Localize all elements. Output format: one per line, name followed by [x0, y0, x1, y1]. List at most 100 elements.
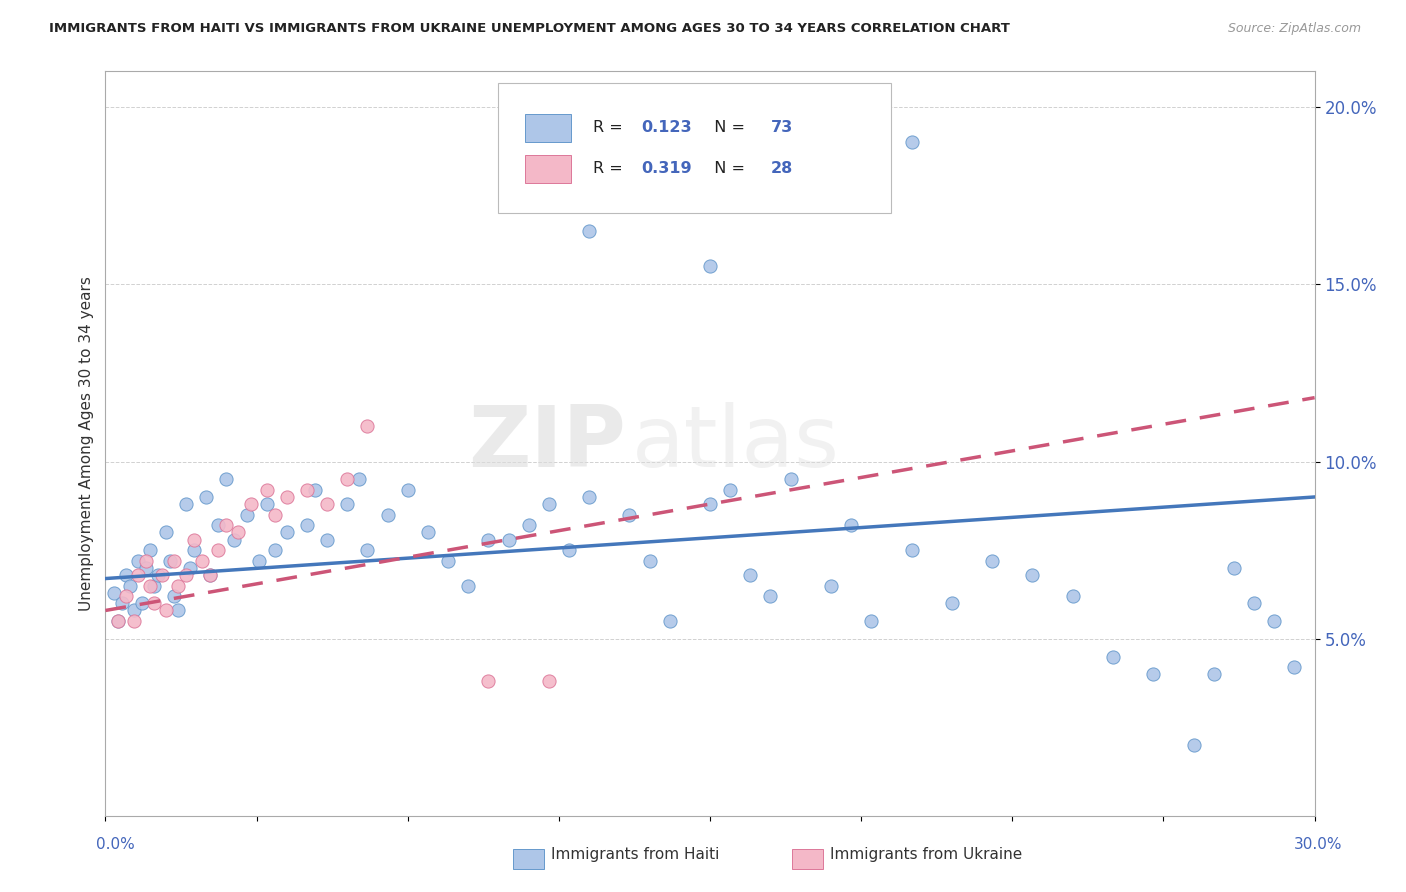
Point [135, 561, 157, 575]
Point [349, 472, 371, 486]
Point [477, 674, 499, 689]
Point [142, 579, 165, 593]
Point [142, 596, 165, 610]
Point [304, 483, 326, 497]
Point [155, 603, 177, 617]
Point [159, 554, 181, 568]
Point [457, 579, 479, 593]
Point [183, 543, 205, 558]
Point [498, 533, 520, 547]
Text: R =: R = [593, 161, 627, 176]
Point [103, 586, 125, 600]
Point [941, 596, 963, 610]
Point [759, 589, 782, 603]
Point [477, 533, 499, 547]
Point [263, 543, 285, 558]
Point [537, 674, 560, 689]
Text: Source: ZipAtlas.com: Source: ZipAtlas.com [1227, 22, 1361, 36]
Point [167, 579, 190, 593]
Point [336, 472, 359, 486]
Point [779, 472, 801, 486]
Point [179, 561, 201, 575]
Point [200, 568, 222, 582]
Point [981, 554, 1004, 568]
Text: N =: N = [704, 120, 751, 135]
Text: 28: 28 [770, 161, 793, 176]
Point [139, 579, 162, 593]
Text: 0.123: 0.123 [641, 120, 692, 135]
Point [122, 603, 145, 617]
Point [356, 543, 378, 558]
Point [558, 543, 581, 558]
Point [155, 525, 177, 540]
Point [183, 533, 205, 547]
Point [239, 497, 262, 511]
Point [1263, 614, 1285, 628]
Point [167, 603, 190, 617]
Point [247, 554, 270, 568]
Point [578, 490, 600, 504]
Point [263, 508, 285, 522]
Point [150, 568, 173, 582]
Point [200, 568, 222, 582]
Point [107, 614, 129, 628]
Text: Immigrants from Haiti: Immigrants from Haiti [551, 847, 720, 862]
Text: N =: N = [704, 161, 751, 176]
Text: atlas: atlas [631, 402, 839, 485]
Point [1182, 738, 1205, 752]
Point [207, 518, 229, 533]
Text: 0.319: 0.319 [641, 161, 692, 176]
Point [114, 568, 136, 582]
Point [860, 614, 883, 628]
Text: 30.0%: 30.0% [1295, 838, 1343, 852]
Point [718, 483, 741, 497]
Text: IMMIGRANTS FROM HAITI VS IMMIGRANTS FROM UKRAINE UNEMPLOYMENT AMONG AGES 30 TO 3: IMMIGRANTS FROM HAITI VS IMMIGRANTS FROM… [49, 22, 1010, 36]
Point [1102, 649, 1125, 664]
Point [256, 483, 278, 497]
Point [107, 614, 129, 628]
Point [146, 568, 169, 582]
Point [295, 483, 318, 497]
Point [699, 497, 721, 511]
Point [195, 490, 218, 504]
Point [517, 518, 540, 533]
Point [1021, 568, 1043, 582]
Bar [524, 114, 571, 142]
Point [1062, 589, 1084, 603]
Point [1202, 667, 1225, 681]
Point [114, 589, 136, 603]
Point [215, 518, 238, 533]
Point [174, 497, 197, 511]
Point [316, 533, 339, 547]
Point [619, 508, 641, 522]
Point [537, 497, 560, 511]
Point [174, 568, 197, 582]
Point [139, 543, 162, 558]
Point [658, 614, 681, 628]
Point [224, 533, 246, 547]
Y-axis label: Unemployment Among Ages 30 to 34 years: Unemployment Among Ages 30 to 34 years [79, 277, 94, 611]
Point [1142, 667, 1164, 681]
Point [820, 579, 842, 593]
Point [118, 579, 141, 593]
Bar [524, 155, 571, 183]
Point [1223, 561, 1246, 575]
Point [135, 554, 157, 568]
Point [127, 554, 149, 568]
Point [900, 543, 922, 558]
Point [256, 497, 278, 511]
Point [356, 419, 378, 434]
Point [740, 568, 762, 582]
Point [578, 224, 600, 238]
Point [215, 472, 238, 486]
Text: Immigrants from Ukraine: Immigrants from Ukraine [830, 847, 1022, 862]
Point [839, 518, 862, 533]
Point [228, 525, 250, 540]
Point [638, 554, 661, 568]
Point [276, 525, 298, 540]
Point [699, 260, 721, 274]
Point [1243, 596, 1265, 610]
Point [396, 483, 419, 497]
Point [276, 490, 298, 504]
Point [295, 518, 318, 533]
